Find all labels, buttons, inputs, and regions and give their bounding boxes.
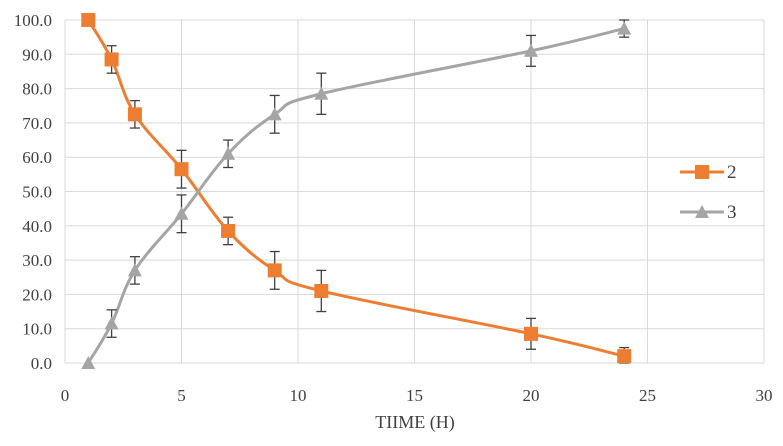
x-tick-label: 30 (756, 386, 773, 405)
y-tick-label: 20.0 (22, 285, 52, 304)
axis-layer: 0.0 10.0 20.0 30.0 40.0 50.0 60.0 70.0 80.0 90.0 1… (14, 11, 773, 405)
y-tick-label: 30.0 (22, 251, 52, 270)
legend-label: 3 (727, 202, 737, 223)
data-point-square (127, 107, 142, 122)
data-point-triangle (617, 21, 632, 35)
data-point-triangle (267, 107, 282, 121)
data-point-square (104, 52, 119, 67)
data-point-triangle (104, 316, 119, 330)
data-point-triangle (127, 263, 142, 277)
data-point-triangle (221, 146, 236, 160)
data-point-square (81, 13, 96, 27)
y-tick-label: 70.0 (22, 114, 52, 133)
legend-marker (695, 205, 709, 218)
legend-marker (695, 165, 709, 179)
y-tick-label: 60.0 (22, 148, 52, 167)
y-tick-label: 100.0 (14, 11, 52, 30)
x-tick-label: 15 (406, 386, 423, 405)
series-3 (81, 19, 632, 369)
series-2 (81, 13, 632, 364)
data-point-square (174, 162, 189, 177)
legend: 23 (680, 162, 737, 223)
x-tick-label: 5 (177, 386, 186, 405)
y-tick-label: 80.0 (22, 80, 52, 99)
x-tick-label: 25 (639, 386, 656, 405)
data-point-square (221, 223, 236, 238)
x-axis-title: TIIME (H) (375, 412, 454, 433)
data-point-triangle (524, 43, 538, 57)
series-line (87, 27, 625, 364)
data-point-square (267, 263, 282, 278)
data-point-triangle (314, 86, 329, 100)
data-point-square (314, 283, 329, 298)
data-point-triangle (81, 356, 96, 369)
y-tick-label: 40.0 (22, 217, 52, 236)
data-point-square (617, 349, 632, 364)
series-layer (81, 13, 632, 369)
y-tick-label: 50.0 (22, 183, 52, 202)
x-tick-label: 10 (290, 386, 307, 405)
x-tick-label: 20 (523, 386, 540, 405)
x-tick-label: 0 (61, 386, 70, 405)
legend-label: 2 (727, 162, 737, 183)
legend-item-3: 3 (680, 202, 737, 223)
data-point-triangle (174, 206, 189, 220)
y-tick-label: 0.0 (31, 354, 52, 373)
legend-item-2: 2 (680, 162, 737, 183)
grid-layer (64, 19, 765, 364)
series-line (87, 19, 625, 358)
y-tick-label: 90.0 (22, 45, 52, 64)
y-tick-label: 10.0 (22, 320, 52, 339)
data-point-square (524, 326, 538, 341)
